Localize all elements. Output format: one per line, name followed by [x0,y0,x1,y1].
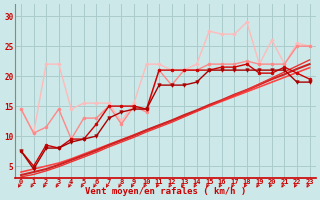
X-axis label: Vent moyen/en rafales ( km/h ): Vent moyen/en rafales ( km/h ) [85,187,246,196]
